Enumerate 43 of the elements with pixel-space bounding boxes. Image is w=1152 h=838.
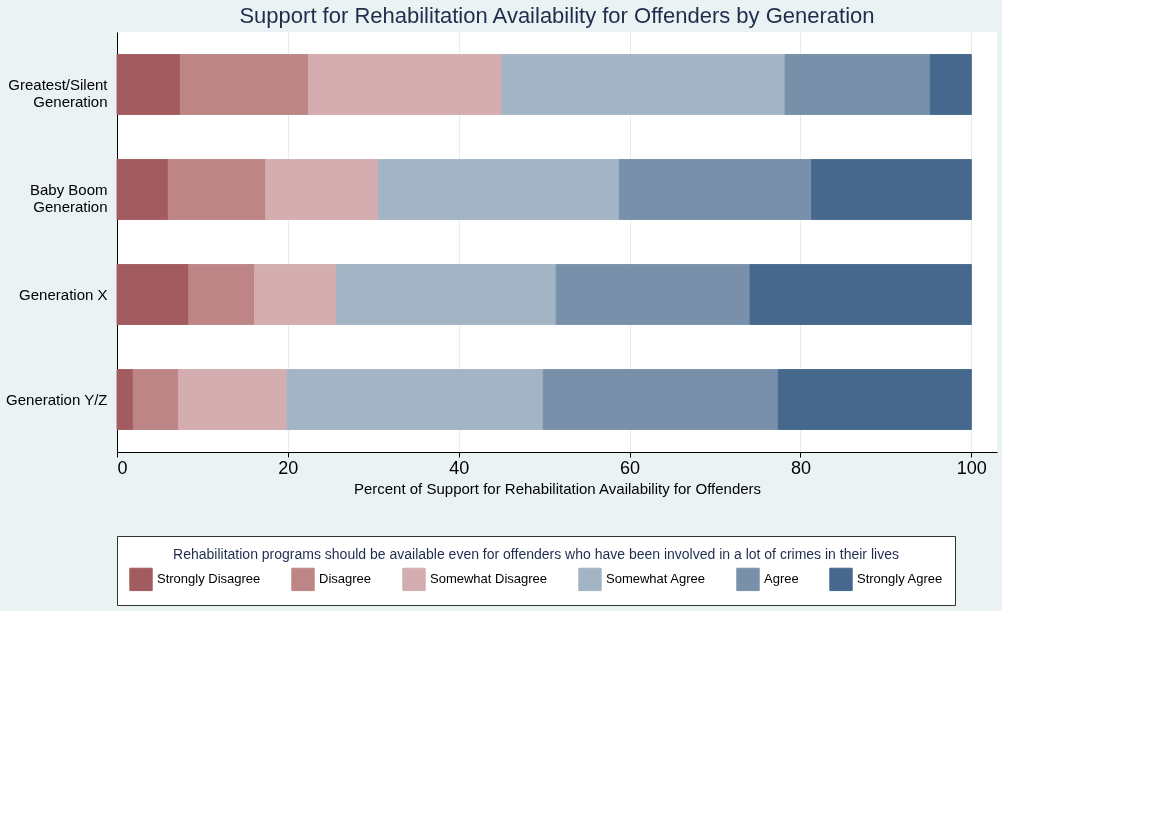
bar [178, 369, 288, 430]
y-tick-label: Generation X [19, 285, 108, 303]
bar [179, 54, 309, 115]
bar [618, 159, 813, 220]
x-tick-label: 0 [117, 457, 128, 478]
bar [116, 264, 190, 325]
bar [749, 264, 972, 325]
bar [307, 54, 503, 115]
bar [265, 159, 379, 220]
bar [542, 369, 779, 430]
y-tick-label: Baby Boom Generation [29, 180, 108, 215]
bar [811, 159, 972, 220]
bar [188, 264, 256, 325]
bar [377, 159, 620, 220]
x-axis-title: Percent of Support for Rehabilitation Availability for Offenders [353, 479, 762, 497]
bar [132, 369, 180, 430]
legend-label: Disagree [319, 571, 372, 587]
legend-label: Strongly Disagree [157, 571, 261, 587]
x-tick-label: 100 [956, 457, 987, 478]
bar [929, 54, 972, 115]
x-tick-label: 40 [449, 457, 470, 478]
chart-title: Support for Rehabilitation Availability for Offenders by Generation [239, 3, 875, 28]
bar [116, 159, 169, 220]
bar [784, 54, 931, 115]
y-tick-label: Greatest/Silent Generation [8, 75, 109, 110]
x-tick-label: 80 [790, 457, 812, 478]
legend-label: Strongly Agree [857, 571, 943, 587]
legend-label: Somewhat Agree [606, 571, 706, 587]
bar [555, 264, 751, 325]
legend-label: Somewhat Disagree [430, 571, 548, 587]
legend-title: Rehabilitation programs should be available even for offenders who have been involved in a lot of crimes in their lives [173, 546, 899, 562]
bar [286, 369, 544, 430]
bar [167, 159, 267, 220]
x-tick-label: 20 [278, 457, 299, 478]
bar [254, 264, 338, 325]
y-tick-label: Generation Y/Z [6, 390, 108, 408]
bar [336, 264, 557, 325]
bar [777, 369, 972, 430]
legend-label: Agree [764, 571, 799, 587]
bar [116, 54, 181, 115]
x-tick-label: 60 [620, 457, 641, 478]
bar [501, 54, 786, 115]
bar [116, 369, 134, 430]
